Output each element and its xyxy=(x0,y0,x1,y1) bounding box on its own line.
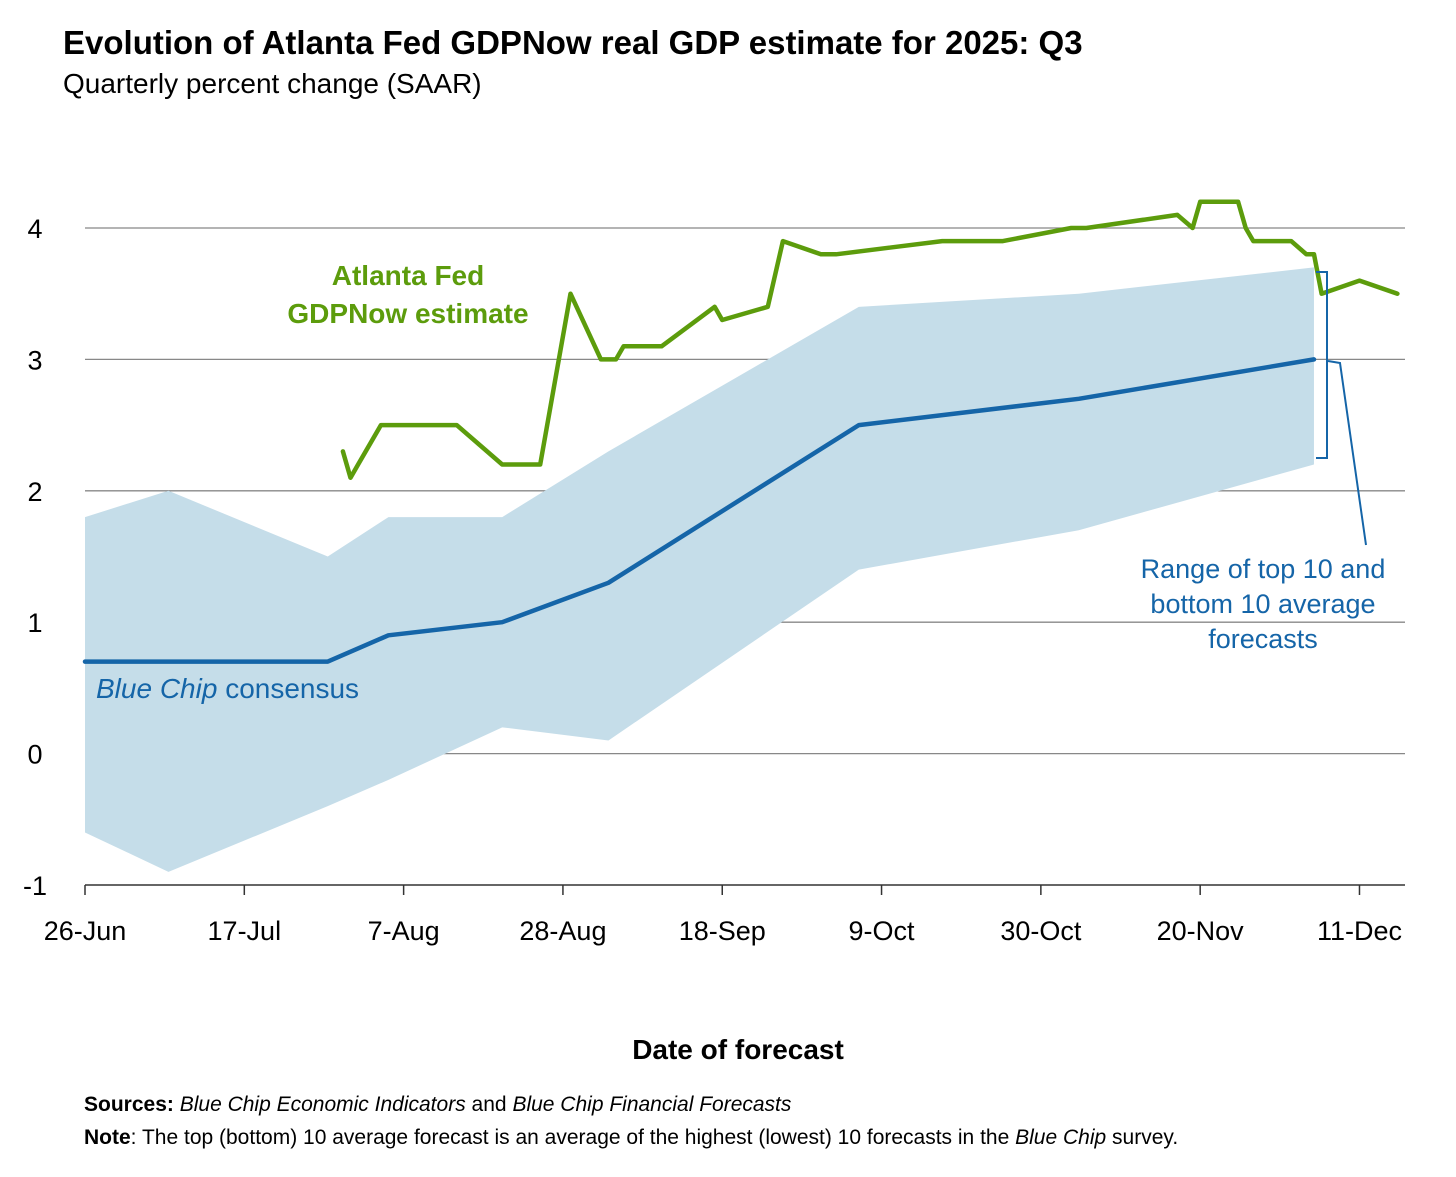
y-tick-label: 0 xyxy=(27,740,42,770)
x-tick-label: 11-Dec xyxy=(1317,916,1402,946)
annotations: Atlanta Fed GDPNow estimate Blue Chip co… xyxy=(96,260,1385,704)
x-axis-title: Date of forecast xyxy=(632,1034,844,1065)
x-tick-label: 9-Oct xyxy=(849,916,916,946)
y-tick-label: 2 xyxy=(27,477,42,507)
chart-title: Evolution of Atlanta Fed GDPNow real GDP… xyxy=(63,24,1083,61)
gdpnow-label-line1: Atlanta Fed xyxy=(332,260,484,291)
bluechip-label: Blue Chip consensus xyxy=(96,673,359,704)
y-tick-label: 4 xyxy=(27,214,42,244)
footer-note: Note: The top (bottom) 10 average foreca… xyxy=(84,1126,1178,1150)
gdpnow-label-line2: GDPNow estimate xyxy=(287,298,528,329)
range-label-line1: Range of top 10 and xyxy=(1141,554,1386,584)
footer-sources: Sources: Blue Chip Economic Indicators a… xyxy=(84,1093,791,1117)
range-label-line2: bottom 10 average xyxy=(1150,589,1375,619)
x-tick-label: 26-Jun xyxy=(44,916,127,946)
chart-subtitle: Quarterly percent change (SAAR) xyxy=(63,68,482,99)
bluechip-label-italic: Blue Chip xyxy=(96,673,217,704)
sources-publication-2: Blue Chip Financial Forecasts xyxy=(512,1093,792,1116)
y-tick-label: -1 xyxy=(23,871,47,901)
tick-labels: -1 0 1 2 3 4 26-Jun 17-Jul 7-Aug 28-Aug 18-Sep 9-Oc… xyxy=(23,214,1402,946)
note-italic: Blue Chip xyxy=(1015,1126,1107,1149)
x-tick-label: 20-Nov xyxy=(1157,916,1245,946)
x-tick-label: 7-Aug xyxy=(368,916,440,946)
note-label: Note xyxy=(84,1126,131,1149)
x-tick-label: 17-Jul xyxy=(208,916,282,946)
sources-label: Sources: xyxy=(84,1093,174,1116)
note-end: survey. xyxy=(1112,1126,1179,1149)
sources-publication-1: Blue Chip Economic Indicators xyxy=(179,1093,466,1116)
x-tick-label: 18-Sep xyxy=(679,916,766,946)
gdpnow-line xyxy=(340,199,1400,480)
y-tick-label: 1 xyxy=(27,608,42,638)
consensus-bracket xyxy=(1327,360,1367,546)
x-axis xyxy=(84,884,1405,895)
range-label-line3: forecasts xyxy=(1208,624,1318,654)
x-tick-label: 30-Oct xyxy=(1000,916,1082,946)
x-tick-label: 28-Aug xyxy=(519,916,606,946)
sources-and: and xyxy=(471,1093,507,1116)
bluechip-consensus-line xyxy=(82,357,1317,664)
bluechip-label-rest: consensus xyxy=(225,673,359,704)
range-band-layer xyxy=(85,267,1314,872)
range-band xyxy=(85,267,1314,872)
note-text: : The top (bottom) 10 average forecast i… xyxy=(130,1126,1010,1149)
range-bracket xyxy=(1316,271,1328,459)
series-lines xyxy=(82,199,1400,664)
y-tick-label: 3 xyxy=(27,345,42,375)
